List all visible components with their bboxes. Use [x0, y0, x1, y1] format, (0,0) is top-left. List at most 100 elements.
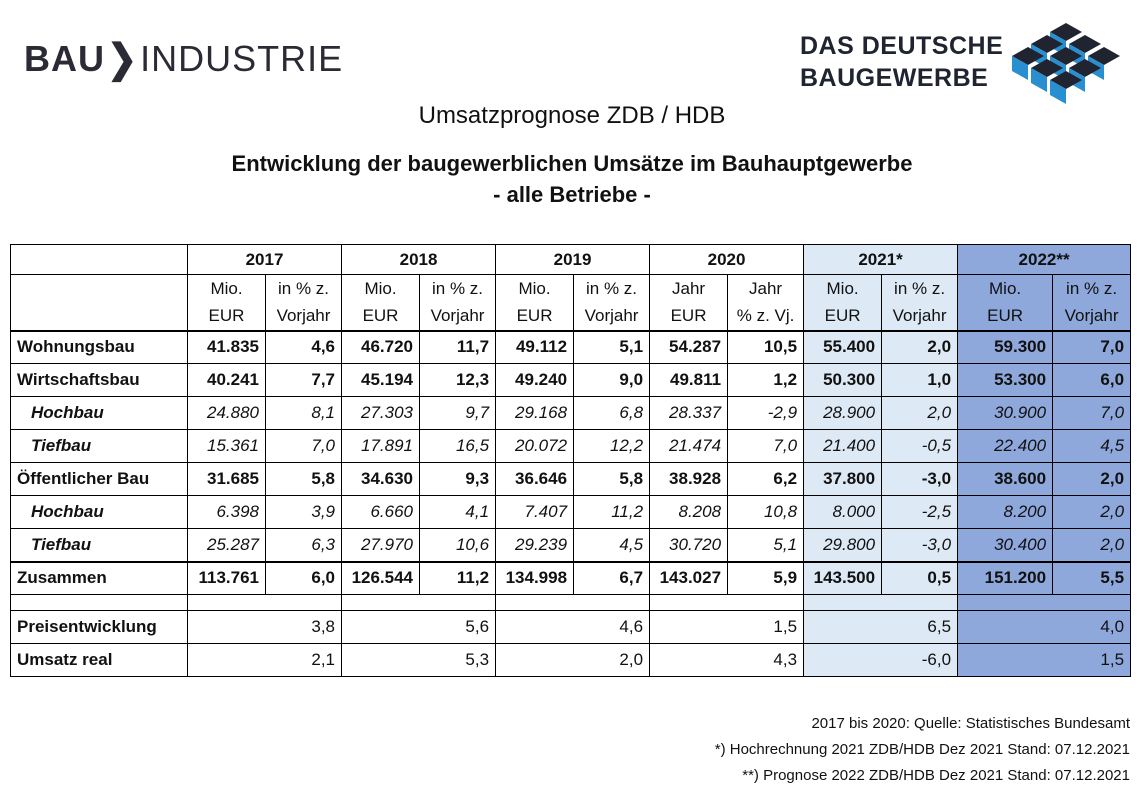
table-cell: 9,7	[419, 396, 497, 430]
row-label: Umsatz real	[10, 643, 188, 677]
footer-note: **) Prognose 2022 ZDB/HDB Dez 2021 Stand…	[742, 767, 1130, 784]
table-cell: 20.072	[495, 429, 575, 463]
table-cell: 37.800	[803, 462, 883, 496]
table-cell: 143.500	[803, 560, 883, 595]
table-cell: 6.398	[187, 495, 266, 529]
table-cell: 12,2	[573, 429, 651, 463]
table-cell: 6.660	[341, 495, 421, 529]
column-subheader: EUR	[803, 302, 883, 331]
logo-right-line1: DAS DEUTSCHE	[800, 32, 1004, 60]
table-cell: 25.287	[187, 528, 266, 562]
sub1-blank	[10, 274, 188, 303]
table-cell: 5,6	[341, 610, 497, 644]
table-cell: 31.685	[187, 462, 266, 496]
table-cell: 55.400	[803, 329, 883, 364]
table-cell: 49.240	[495, 363, 575, 397]
column-subheader: Mio.	[957, 274, 1054, 303]
logo-chevron: ❯	[107, 35, 139, 81]
cube-logo-icon	[1012, 23, 1120, 104]
table-cell: 5,8	[264, 462, 343, 496]
table-cell: 5,3	[341, 643, 497, 677]
separator-cell	[495, 594, 651, 611]
table-cell: 9,3	[419, 462, 497, 496]
table-cell: 0,5	[881, 560, 959, 595]
table-cell: 4,5	[1052, 429, 1132, 463]
table-cell: 49.112	[495, 329, 575, 364]
table-cell: 2,0	[495, 643, 651, 677]
table-cell: 28.337	[649, 396, 729, 430]
page-subtitle: Umsatzprognose ZDB / HDB	[418, 102, 726, 129]
deutsches-baugewerbe-logo: DAS DEUTSCHE BAUGEWERBE	[800, 30, 1003, 94]
table-cell: 30.720	[649, 528, 729, 562]
row-label: Zusammen	[10, 560, 188, 595]
column-subheader: Mio.	[495, 274, 575, 303]
table-cell: 8.000	[803, 495, 883, 529]
separator-cell	[803, 594, 959, 611]
table-cell: -0,5	[881, 429, 959, 463]
table-cell: 36.646	[495, 462, 575, 496]
table-cell: 24.880	[187, 396, 266, 430]
table-cell: 113.761	[187, 560, 266, 595]
table-cell: 7,0	[264, 429, 343, 463]
table-cell: 34.630	[341, 462, 421, 496]
table-cell: 1,0	[881, 363, 959, 397]
table-cell: 2,0	[1052, 495, 1132, 529]
table-cell: 134.998	[495, 560, 575, 595]
table-cell: 46.720	[341, 329, 421, 364]
column-subheader: in % z.	[881, 274, 959, 303]
column-subheader: Vorjahr	[419, 302, 497, 331]
logo-bau-text: BAU	[24, 38, 105, 79]
footer-note: 2017 bis 2020: Quelle: Statistisches Bun…	[811, 715, 1130, 732]
table-cell: 4,6	[495, 610, 651, 644]
table-cell: 29.800	[803, 528, 883, 562]
table-cell: 5,1	[727, 528, 805, 562]
table-cell: 54.287	[649, 329, 729, 364]
table-cell: 2,0	[881, 396, 959, 430]
table-cell: 6,5	[803, 610, 959, 644]
cube-side	[1031, 68, 1047, 92]
table-cell: 38.600	[957, 462, 1054, 496]
table-cell: 27.303	[341, 396, 421, 430]
column-subheader: in % z.	[1052, 274, 1132, 303]
logo-right-line2: BAUGEWERBE	[800, 64, 989, 92]
cube-side	[1012, 56, 1028, 80]
column-subheader: Jahr	[727, 274, 805, 303]
table-cell: 1,2	[727, 363, 805, 397]
table-cell: 4,1	[419, 495, 497, 529]
table-cell: 21.474	[649, 429, 729, 463]
table-cell: 30.400	[957, 528, 1054, 562]
sub2-blank	[10, 302, 188, 331]
table-cell: 45.194	[341, 363, 421, 397]
table-cell: 151.200	[957, 560, 1054, 595]
table-cell: 3,8	[186, 610, 343, 644]
table-cell: 126.544	[341, 560, 421, 595]
title-line1: Entwicklung der baugewerblichen Umsätze …	[231, 151, 913, 176]
column-subheader: Mio.	[341, 274, 421, 303]
table-cell: 5,5	[1052, 560, 1132, 595]
table-cell: 10,8	[727, 495, 805, 529]
table-cell: 6,2	[727, 462, 805, 496]
column-subheader: Vorjahr	[573, 302, 651, 331]
revenue-table: 2017 2018 2019 2020 2021* 2022** Mio. in % z. Mi…	[10, 244, 1132, 677]
separator-cell	[10, 594, 188, 611]
table-cell: -2,9	[727, 396, 805, 430]
table-cell: -3,0	[881, 528, 959, 562]
table-cell: 8.200	[957, 495, 1054, 529]
table-cell: 5,1	[573, 329, 651, 364]
table-cell: 8.208	[649, 495, 729, 529]
table-cell: 50.300	[803, 363, 883, 397]
table-cell: -2,5	[881, 495, 959, 529]
year-header: 2020	[649, 244, 805, 275]
table-cell: 3,9	[264, 495, 343, 529]
year-header: 2019	[495, 244, 651, 275]
logo-industrie-text: INDUSTRIE	[140, 38, 344, 79]
year-header: 2021*	[803, 244, 959, 275]
table-cell: 11,2	[573, 495, 651, 529]
table-cell: 38.928	[649, 462, 729, 496]
table-cell: 9,0	[573, 363, 651, 397]
column-subheader: Vorjahr	[264, 302, 343, 331]
row-label: Tiefbau	[10, 429, 188, 463]
table-cell: 7,7	[264, 363, 343, 397]
table-cell: 16,5	[419, 429, 497, 463]
column-subheader: in % z.	[419, 274, 497, 303]
